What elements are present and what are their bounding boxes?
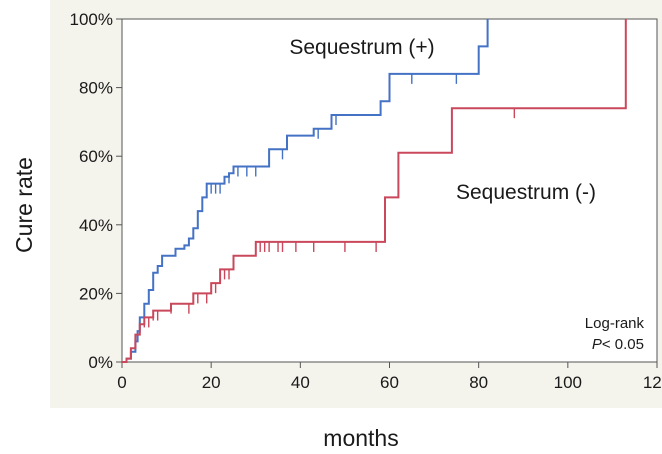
y-tick-label: 20%: [79, 284, 113, 303]
annotation-p-label: P: [592, 336, 602, 353]
x-tick-label: 20: [202, 373, 221, 392]
y-axis-title: Cure rate: [11, 157, 37, 253]
x-tick-label: 60: [380, 373, 399, 392]
x-axis-title: months: [323, 425, 398, 449]
annotation-logrank: Log-rank: [585, 315, 645, 332]
x-tick-label: 40: [291, 373, 310, 392]
x-tick-label: 80: [469, 373, 488, 392]
series-label-sequestrum-positive: Sequestrum (+): [289, 36, 434, 59]
y-tick-label: 40%: [79, 216, 113, 235]
series-label-sequestrum-negative: Sequestrum (-): [456, 181, 596, 204]
y-tick-label: 60%: [79, 147, 113, 166]
y-tick-label: 100%: [70, 10, 113, 29]
annotation-pvalue: P< 0.05: [592, 336, 644, 353]
x-tick-label: 0: [117, 373, 126, 392]
series-layer: [122, 19, 627, 363]
y-axis: 0% 20% 40% 60% 80% 100%: [70, 10, 122, 372]
x-tick-label: 120: [643, 373, 662, 392]
y-tick-label: 0%: [88, 353, 113, 372]
annotation-p-value: < 0.05: [602, 336, 644, 353]
y-tick-label: 80%: [79, 79, 113, 98]
x-axis: 0 20 40 60 80 100 120: [117, 362, 662, 392]
x-tick-label: 100: [554, 373, 582, 392]
